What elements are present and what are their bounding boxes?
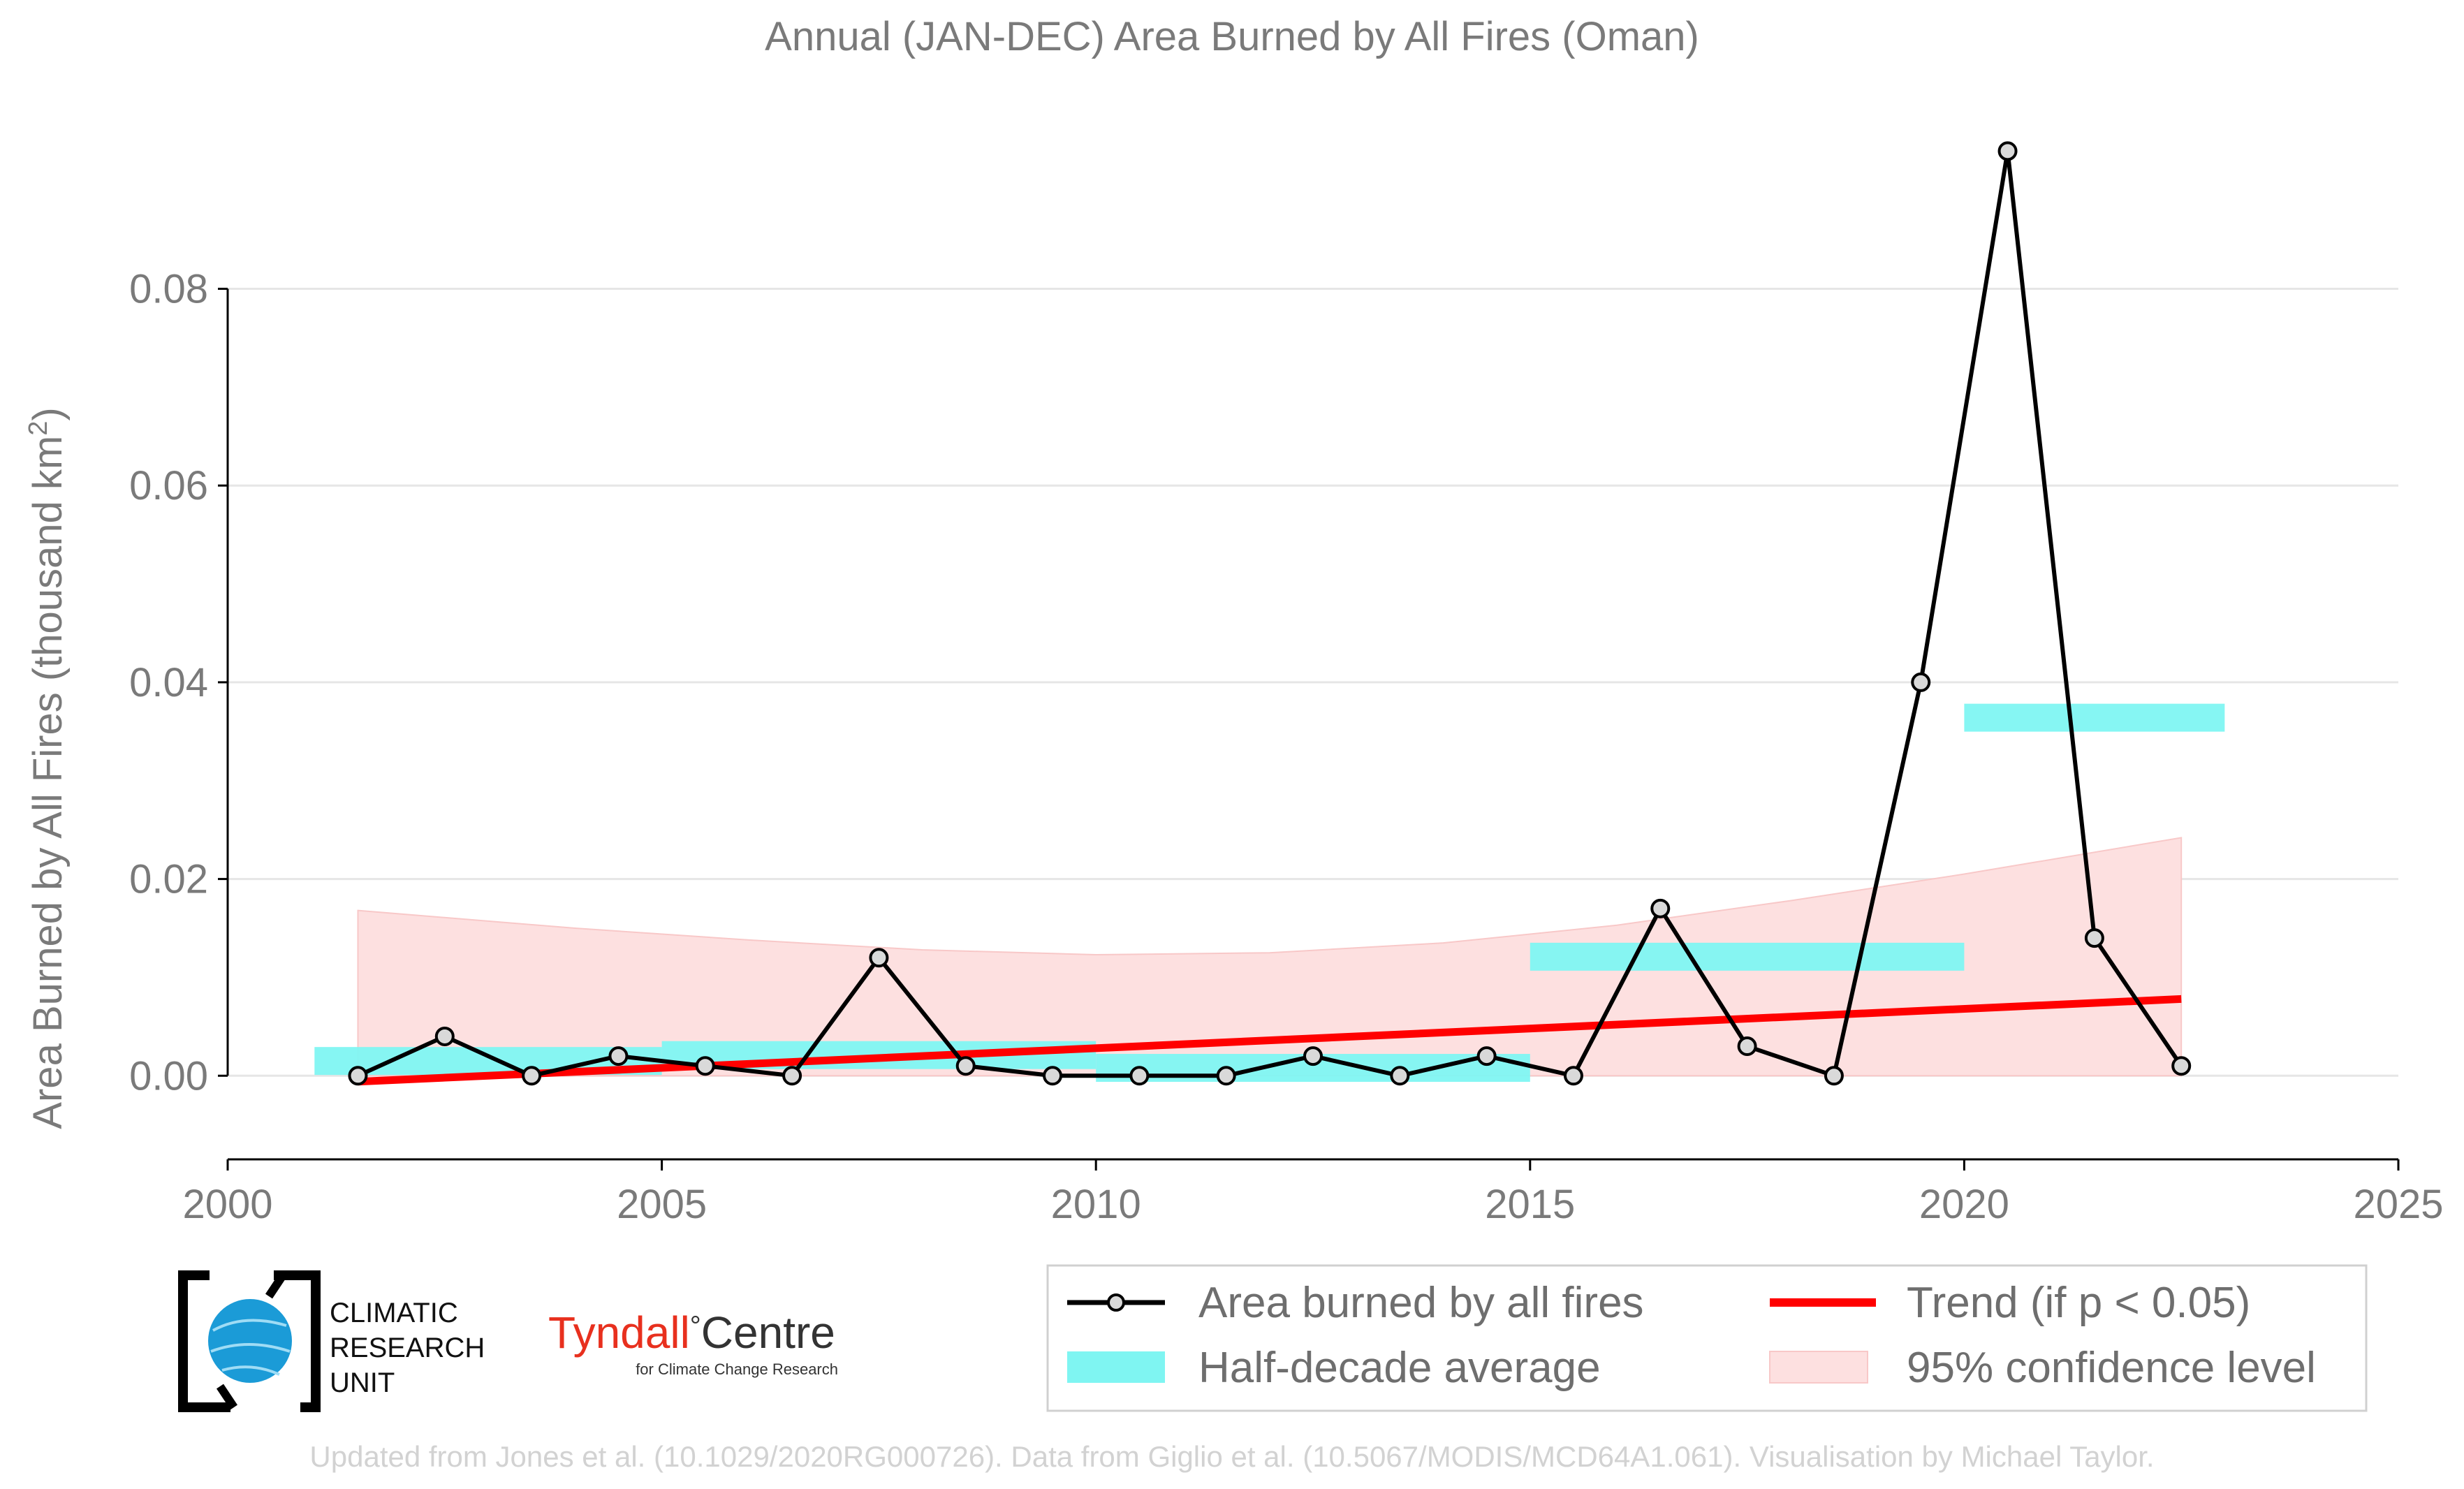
legend-confidence-swatch <box>1769 1351 1868 1384</box>
data-point-7 <box>955 1056 976 1076</box>
data-point-2 <box>522 1066 542 1086</box>
tyndall-name: Tyndall <box>548 1307 690 1358</box>
legend-label-confidence: 95% confidence level <box>1907 1344 2316 1392</box>
y-axis-label-superscript: 2 <box>24 421 53 436</box>
tyndall-centre: Centre <box>701 1307 835 1358</box>
legend-label-trend: Trend (if p < 0.05) <box>1907 1279 2250 1327</box>
data-point-4 <box>695 1056 715 1076</box>
x-tick-label-3: 2015 <box>1485 1182 1575 1227</box>
legend-series-marker <box>1107 1293 1125 1312</box>
data-point-21 <box>2171 1056 2192 1076</box>
data-point-17 <box>1824 1066 1844 1086</box>
trend-line <box>358 995 2182 1086</box>
cru-line-2: RESEARCH <box>330 1333 485 1363</box>
x-tick-label-2: 2010 <box>1051 1182 1141 1227</box>
chart-title: Annual (JAN-DEC) Area Burned by All Fire… <box>765 14 1699 59</box>
data-point-18 <box>1911 672 1931 692</box>
data-point-3 <box>608 1046 629 1066</box>
data-point-5 <box>782 1066 802 1086</box>
data-point-0 <box>348 1066 368 1086</box>
data-point-20 <box>2084 928 2104 948</box>
y-axis-label-main: Area Burned by All Fires (thousand km <box>25 436 71 1129</box>
series-line-group <box>348 141 2192 1086</box>
data-point-19 <box>1997 141 2018 161</box>
y-tick-label-1: 0.02 <box>129 857 208 902</box>
data-point-11 <box>1303 1046 1323 1066</box>
axes <box>218 288 2400 1171</box>
data-point-12 <box>1390 1066 1410 1086</box>
y-tick-label-2: 0.04 <box>129 660 208 705</box>
y-axis-label-end: ) <box>25 407 71 420</box>
legend-label-series: Area burned by all fires <box>1198 1279 1644 1327</box>
y-tick-label-0: 0.00 <box>129 1053 208 1099</box>
cru-line-3: UNIT <box>330 1367 395 1398</box>
cru-bracket-slash-bottom <box>217 1384 237 1410</box>
tyndall-degree: ° <box>690 1311 701 1342</box>
x-tick-label-0: 2000 <box>182 1182 272 1227</box>
data-point-16 <box>1737 1036 1757 1057</box>
cru-bracket-slash-top <box>265 1272 286 1299</box>
data-point-14 <box>1563 1066 1583 1086</box>
trend-line-group <box>358 995 2182 1086</box>
half-decade-bar-4 <box>1964 703 2225 732</box>
data-point-15 <box>1650 898 1671 918</box>
legend-half-decade-swatch <box>1067 1351 1165 1383</box>
legend: Area burned by all fires Half-decade ave… <box>1046 1264 2368 1412</box>
series-line <box>357 149 2183 1078</box>
tyndall-wordmark: Tyndall°Centre <box>548 1307 835 1358</box>
data-point-10 <box>1216 1066 1236 1086</box>
x-tick-label-4: 2020 <box>1919 1182 2009 1227</box>
legend-box <box>1046 1264 2368 1412</box>
y-tick-label-3: 0.06 <box>129 463 208 508</box>
cru-logo: CLIMATIC RESEARCH UNIT <box>178 1270 485 1412</box>
cru-line-1: CLIMATIC <box>330 1298 458 1328</box>
x-tick-label-5: 2025 <box>2353 1182 2443 1227</box>
data-point-9 <box>1129 1066 1150 1086</box>
half-decade-bar-3 <box>1530 942 1965 971</box>
data-point-1 <box>434 1026 455 1046</box>
cru-bracket-left <box>178 1270 230 1412</box>
x-tick-label-1: 2005 <box>617 1182 707 1227</box>
cru-bracket-right <box>274 1270 321 1412</box>
data-point-6 <box>869 948 889 968</box>
y-tick-label-4: 0.08 <box>129 267 208 312</box>
legend-label-half-decade: Half-decade average <box>1198 1344 1601 1392</box>
footer-credit: Updated from Jones et al. (10.1029/2020R… <box>309 1440 2154 1473</box>
y-axis-label: Area Burned by All Fires (thousand km2) <box>24 407 71 1129</box>
tyndall-tagline: for Climate Change Research <box>636 1360 838 1378</box>
globe-icon-swirl <box>210 1319 291 1376</box>
data-point-13 <box>1476 1046 1497 1066</box>
data-point-8 <box>1043 1066 1063 1086</box>
tick-labels: 0.00 0.02 0.04 0.06 0.08 2000 2005 2010 2015 2020… <box>129 267 2443 1227</box>
globe-icon <box>208 1299 292 1383</box>
tyndall-logo: Tyndall°Centre for Climate Change Resear… <box>548 1307 838 1378</box>
